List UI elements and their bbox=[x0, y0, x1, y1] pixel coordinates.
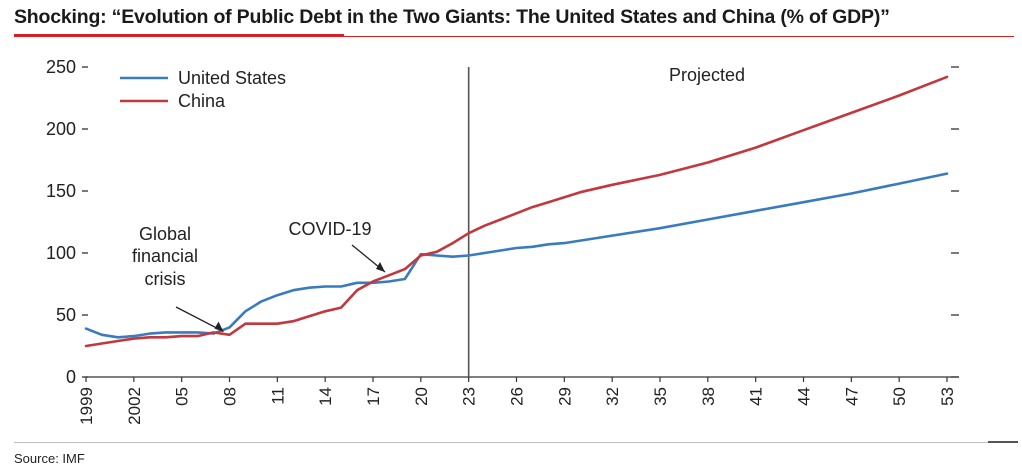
annotation-gfc-line-0: Global bbox=[139, 224, 191, 244]
debt-line-chart: 0 50 100 150 200 250 1999 2002 05 08 11 14 17 20 23 26 2… bbox=[46, 57, 959, 425]
x-tick-label-38: 38 bbox=[699, 387, 718, 406]
y-tick-label-0: 0 bbox=[66, 367, 76, 387]
annotation-gfc-line-1: financial bbox=[132, 246, 198, 266]
annotation-gfc-arrowhead bbox=[214, 321, 224, 332]
x-tick-label-32: 32 bbox=[603, 387, 622, 406]
footer-divider bbox=[14, 442, 1018, 443]
series-line-china bbox=[84, 75, 949, 348]
x-tick-label-26: 26 bbox=[508, 387, 527, 406]
header: Shocking: “Evolution of Public Debt in t… bbox=[0, 0, 1022, 40]
x-tick-label-20: 20 bbox=[412, 387, 431, 406]
page-title: Shocking: “Evolution of Public Debt in t… bbox=[14, 6, 890, 28]
x-tick-label-17: 17 bbox=[364, 387, 383, 406]
annotation-covid-label: COVID-19 bbox=[288, 219, 371, 239]
legend-label-0: United States bbox=[178, 68, 286, 88]
title-accent-bar bbox=[14, 34, 344, 37]
x-tick-label-53: 53 bbox=[938, 387, 957, 406]
title-underline bbox=[14, 36, 1014, 37]
x-tick-label-1999: 1999 bbox=[77, 387, 96, 425]
x-tick-label-14: 14 bbox=[316, 387, 335, 406]
annotation-covid-arrowhead bbox=[376, 262, 385, 272]
x-tick-label-41: 41 bbox=[747, 387, 766, 406]
x-tick-label-23: 23 bbox=[460, 387, 479, 406]
y-tick-label-150: 150 bbox=[46, 181, 76, 201]
y-tick-label-200: 200 bbox=[46, 119, 76, 139]
x-tick-label-29: 29 bbox=[555, 387, 574, 406]
x-tick-label-05: 05 bbox=[173, 387, 192, 406]
y-tick-label-50: 50 bbox=[56, 305, 76, 325]
series-line-united-states bbox=[84, 172, 949, 339]
x-tick-label-08: 08 bbox=[221, 387, 240, 406]
x-tick-label-2002: 2002 bbox=[125, 387, 144, 425]
footer-divider-accent bbox=[988, 441, 1018, 443]
x-tick-label-11: 11 bbox=[268, 387, 287, 405]
y-tick-label-100: 100 bbox=[46, 243, 76, 263]
source-note: Source: IMF bbox=[14, 451, 85, 466]
legend-label-1: China bbox=[178, 91, 226, 111]
x-tick-label-35: 35 bbox=[651, 387, 670, 406]
x-tick-label-44: 44 bbox=[795, 387, 814, 406]
x-tick-label-50: 50 bbox=[890, 387, 909, 406]
projected-label: Projected bbox=[669, 65, 745, 85]
annotation-gfc-line-2: crisis bbox=[145, 269, 186, 289]
x-tick-label-47: 47 bbox=[842, 387, 861, 406]
y-tick-label-250: 250 bbox=[46, 57, 76, 77]
